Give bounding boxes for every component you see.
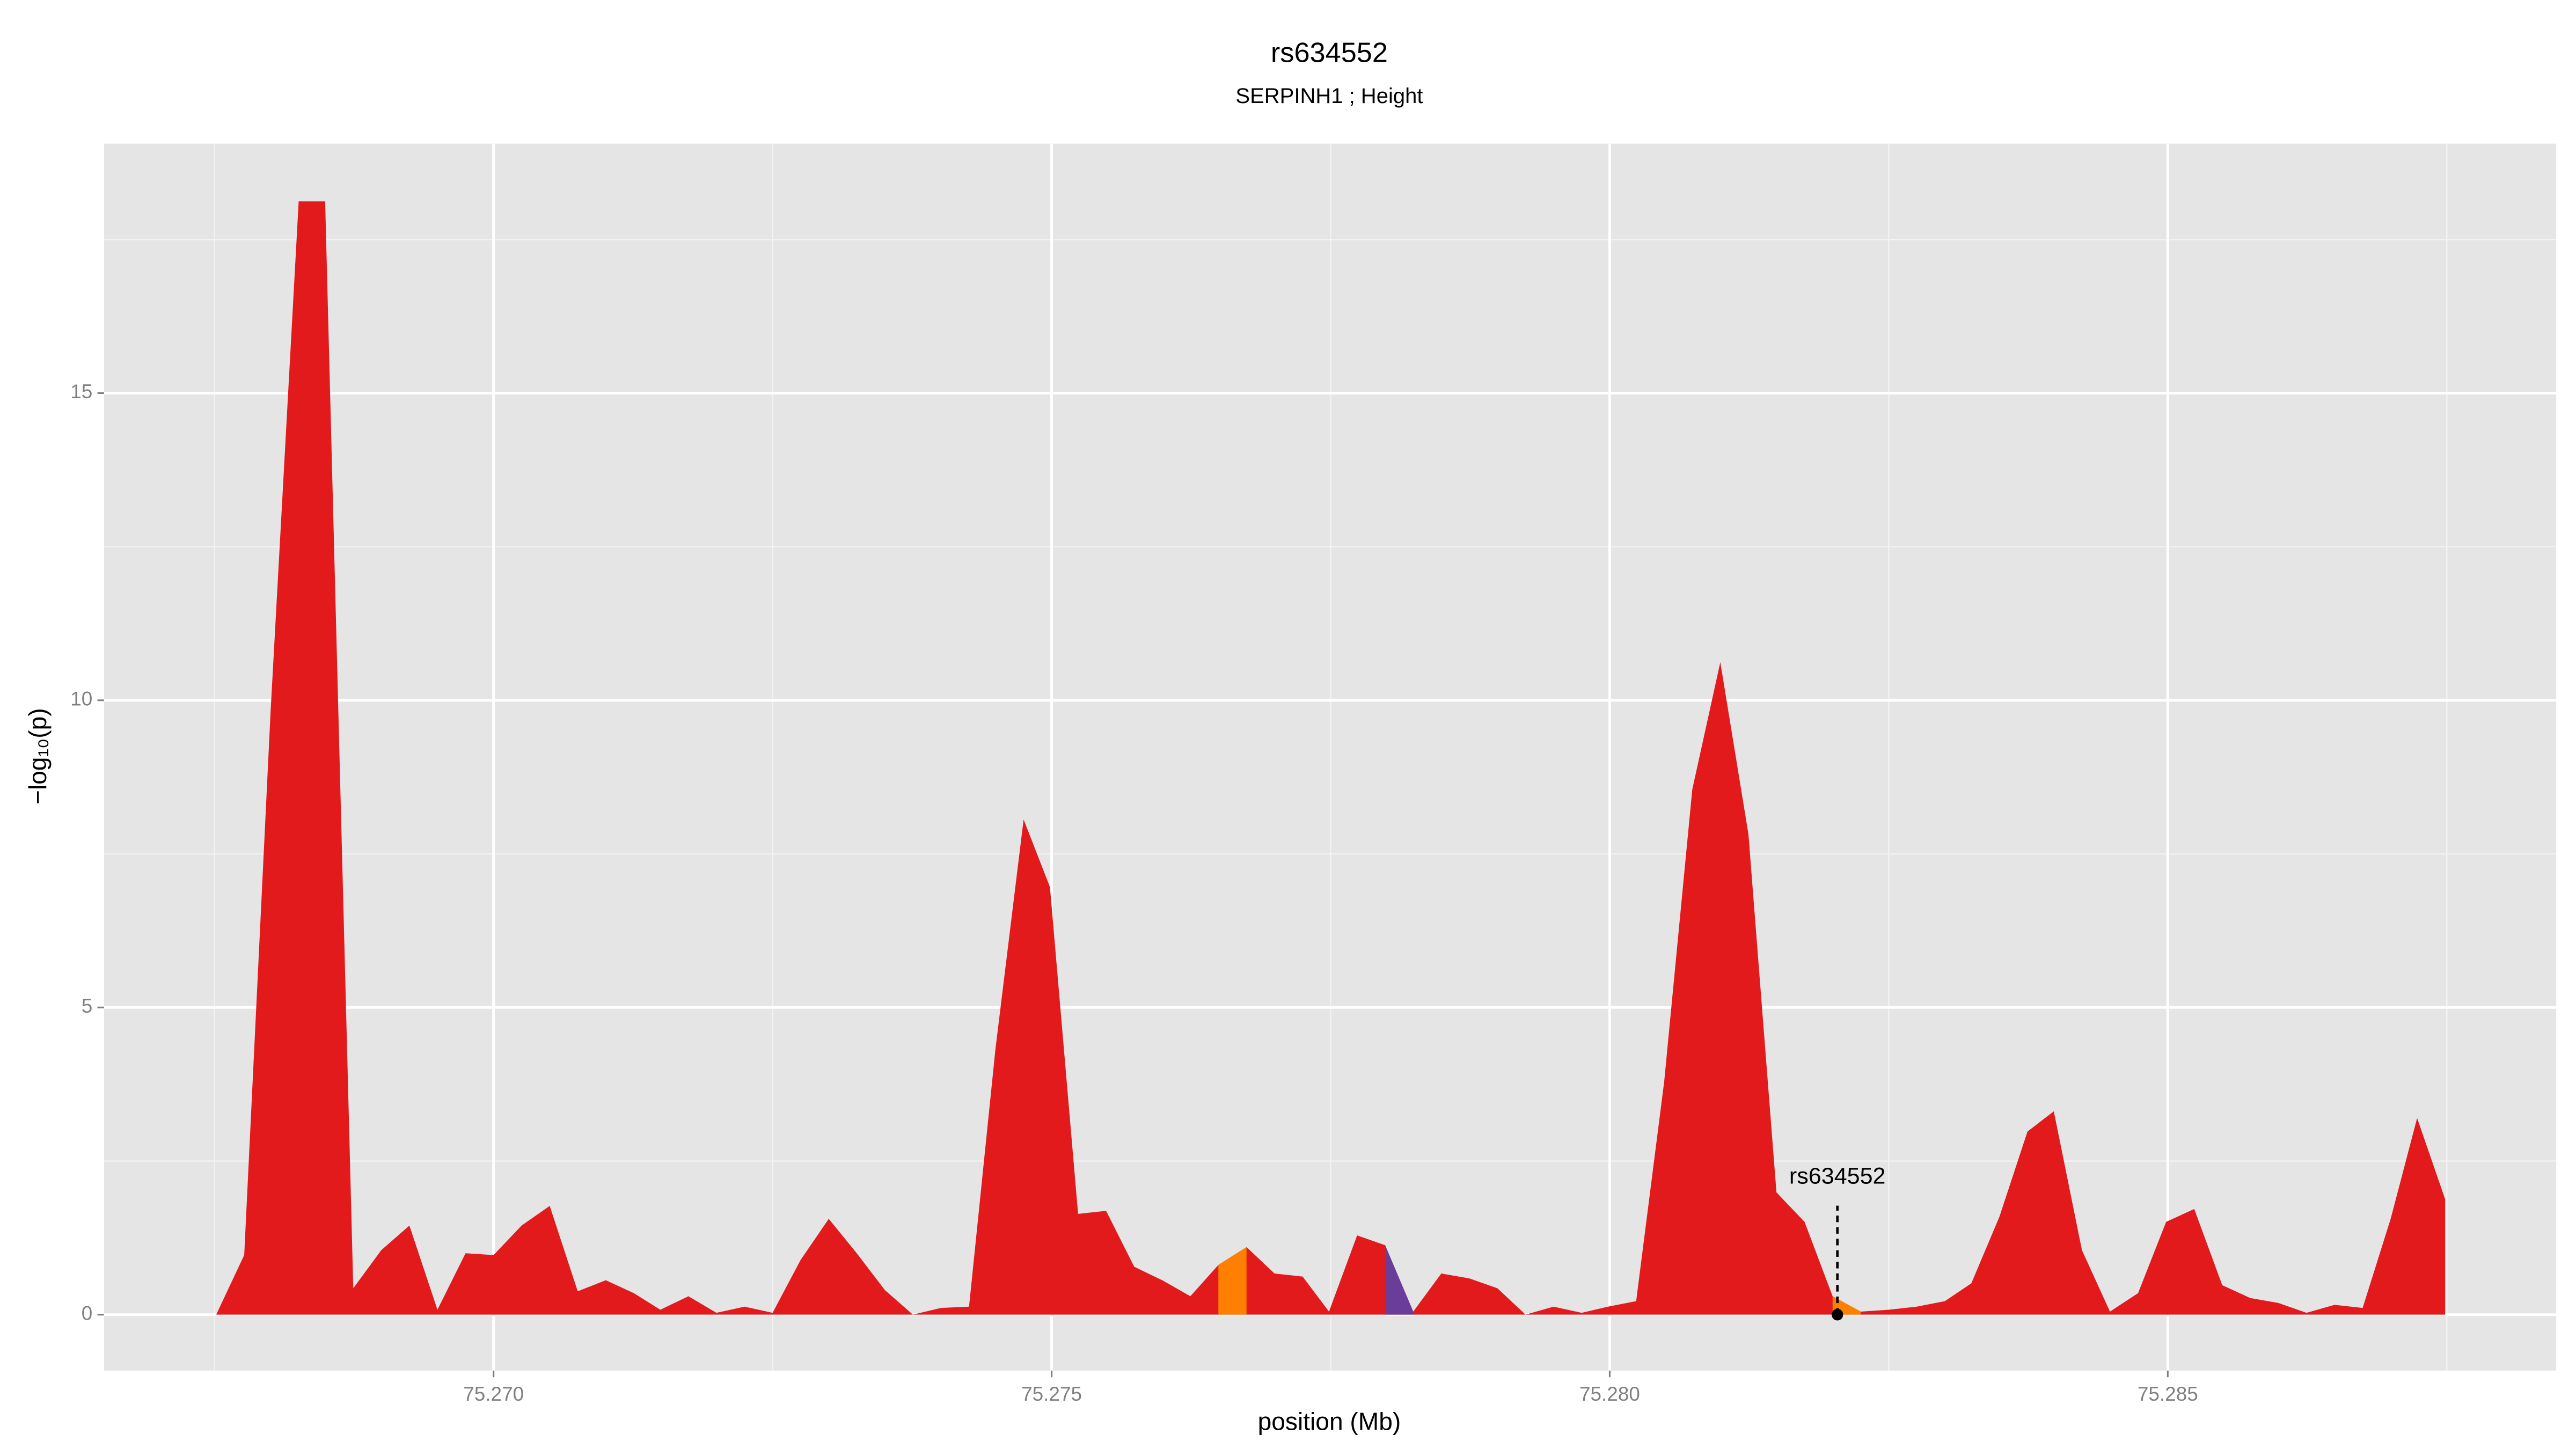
y-tick-label: 15 [70,380,92,402]
chart-title: rs634552 [1271,37,1388,68]
y-tick-label: 10 [70,688,92,710]
area [1218,1247,1247,1315]
x-tick-label: 75.275 [1021,1383,1082,1405]
x-tick-label: 75.280 [1579,1383,1640,1405]
annotation-label: rs634552 [1789,1163,1886,1189]
y-axis-label: −log₁₀(p) [24,708,52,804]
annotation-point [1831,1308,1843,1321]
chart-subtitle: SERPINH1 ; Height [1235,84,1423,108]
x-axis-label: position (Mb) [1258,1407,1401,1435]
area [1385,1245,1414,1315]
x-tick-label: 75.270 [463,1383,524,1405]
x-tick-label: 75.285 [2138,1383,2198,1405]
y-tick-label: 5 [82,995,93,1017]
y-tick-label: 0 [82,1302,93,1324]
